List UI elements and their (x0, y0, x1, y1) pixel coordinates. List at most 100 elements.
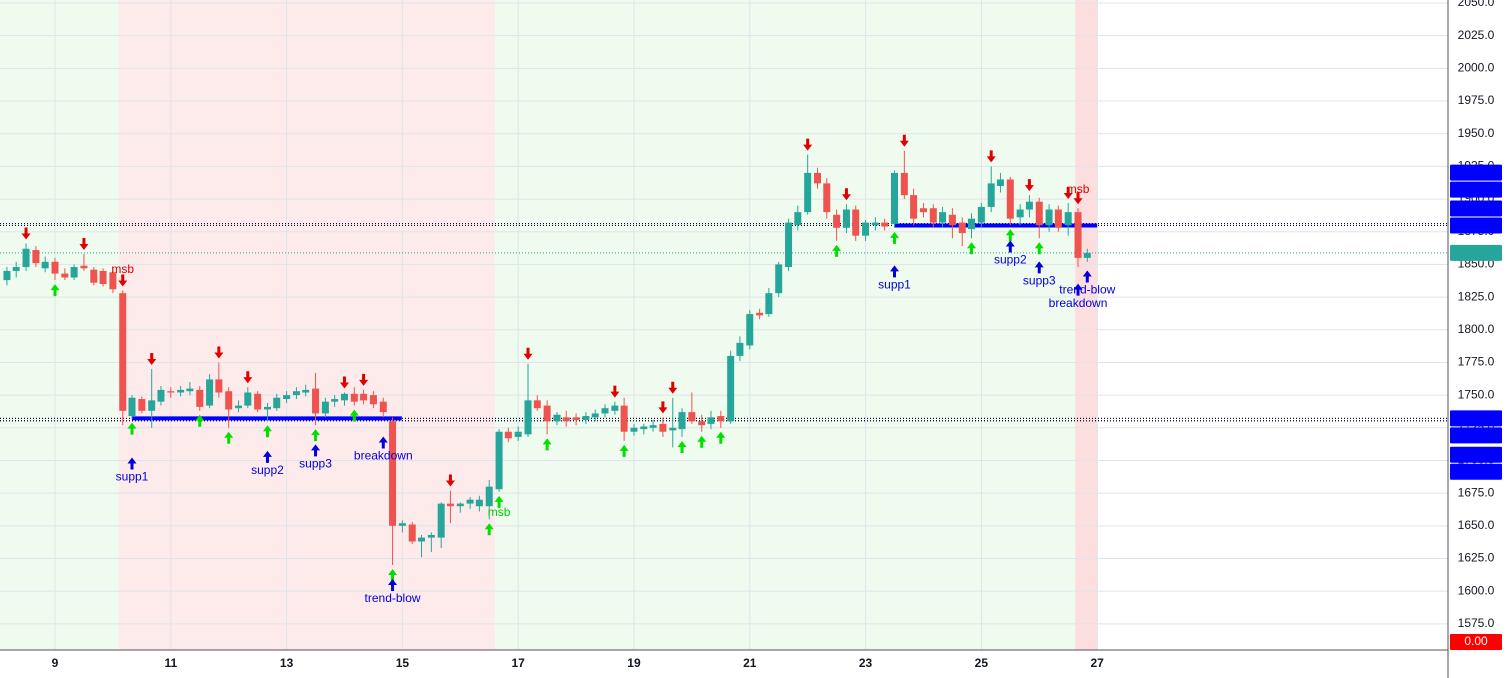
candle-body (900, 172, 908, 196)
y-tick-label: 2025.0 (1458, 28, 1495, 42)
sell-arrow (1073, 192, 1083, 205)
zone (1075, 0, 1098, 650)
y-tick-label: 1975.0 (1458, 93, 1495, 107)
y-tick-label: 1575.0 (1458, 616, 1495, 630)
annotation: msb (488, 505, 511, 519)
signal-arrow (378, 436, 388, 449)
candle-body (1025, 201, 1033, 210)
candle-body (504, 431, 512, 439)
candle-body (514, 431, 522, 437)
sell-arrow (658, 401, 668, 414)
candle-body (881, 222, 889, 227)
candle-body (206, 379, 214, 406)
y-tick-label: 2000.0 (1458, 61, 1495, 75)
buy-arrow (967, 242, 977, 255)
candle-body (948, 214, 956, 226)
annotation: trend-blow (1059, 283, 1115, 297)
candle-body (871, 222, 879, 226)
annotation: supp2 (994, 253, 1027, 267)
buy-arrow (1034, 242, 1044, 255)
candle-body (649, 425, 657, 428)
candle-body (958, 222, 966, 234)
candle-body (1035, 201, 1043, 226)
sell-arrow (147, 352, 157, 365)
candle-body (408, 524, 416, 542)
candle-body (61, 273, 69, 278)
candle-body (543, 405, 551, 422)
candle-body (437, 503, 445, 538)
sell-arrow (668, 381, 678, 394)
signal-arrow (127, 457, 137, 470)
sell-arrow (1063, 186, 1073, 199)
candle-body (688, 412, 696, 422)
candle-body (283, 395, 291, 400)
y-tick-label: 1825.0 (1458, 289, 1495, 303)
candle-body (90, 269, 98, 283)
buy-arrow (619, 444, 629, 457)
candle-body (533, 400, 541, 409)
buy-arrow (1005, 229, 1015, 242)
candle-body (379, 401, 387, 413)
sell-arrow (214, 346, 224, 359)
price-tag (1450, 244, 1502, 261)
y-tick-label: 1675.0 (1458, 485, 1495, 499)
x-tick-label: 19 (627, 656, 641, 670)
sell-arrow (359, 373, 369, 386)
price-tag (1450, 427, 1502, 444)
candle-body (427, 534, 435, 538)
buy-arrow (716, 431, 726, 444)
candle-body (814, 172, 822, 184)
signal-arrow (890, 265, 900, 278)
candle-body (119, 293, 127, 411)
x-tick-label: 21 (743, 656, 757, 670)
candle-body (582, 416, 590, 420)
candle-body (12, 267, 20, 271)
candle-body (862, 222, 870, 236)
candle-body (919, 208, 927, 213)
candle-body (968, 218, 976, 230)
price-tag (1450, 634, 1502, 650)
candle-body (186, 388, 194, 392)
price-tag (1450, 181, 1502, 198)
buy-arrow (832, 244, 842, 257)
annotation: supp3 (299, 457, 332, 471)
signal-arrow (1034, 261, 1044, 274)
candle-body (235, 405, 243, 409)
candle-body (99, 270, 107, 285)
candle-body (302, 389, 310, 393)
signal-arrow (262, 450, 272, 463)
candle-body (640, 426, 648, 430)
sell-arrow (118, 274, 128, 287)
candle-body (852, 209, 860, 236)
candle-body (842, 209, 850, 228)
signal-arrow (1073, 283, 1083, 296)
candle-body (80, 265, 88, 269)
buy-arrow (127, 422, 137, 435)
candle-body (929, 208, 937, 223)
sell-arrow (339, 376, 349, 389)
x-tick-label: 25 (975, 656, 989, 670)
candle-body (746, 314, 754, 346)
sell-arrow (523, 347, 533, 360)
candle-body (659, 423, 667, 432)
candle-body (369, 395, 377, 405)
x-tick-label: 9 (52, 656, 59, 670)
candle-body (51, 261, 59, 274)
buy-arrow (262, 425, 272, 438)
candle-body (785, 222, 793, 268)
buy-arrow (311, 429, 321, 442)
candle-body (756, 312, 764, 316)
candle-body (524, 400, 532, 435)
y-tick-label: 1625.0 (1458, 551, 1495, 565)
signal-arrow (388, 579, 398, 592)
signal-arrow (1005, 240, 1015, 253)
candle-body (601, 408, 609, 414)
sell-arrow (21, 227, 31, 240)
candle-body (669, 427, 677, 431)
buy-arrow (494, 495, 504, 508)
candle-body (698, 421, 706, 426)
y-tick-label: 1650.0 (1458, 518, 1495, 532)
candle-body (611, 405, 619, 411)
candle-body (630, 427, 638, 432)
